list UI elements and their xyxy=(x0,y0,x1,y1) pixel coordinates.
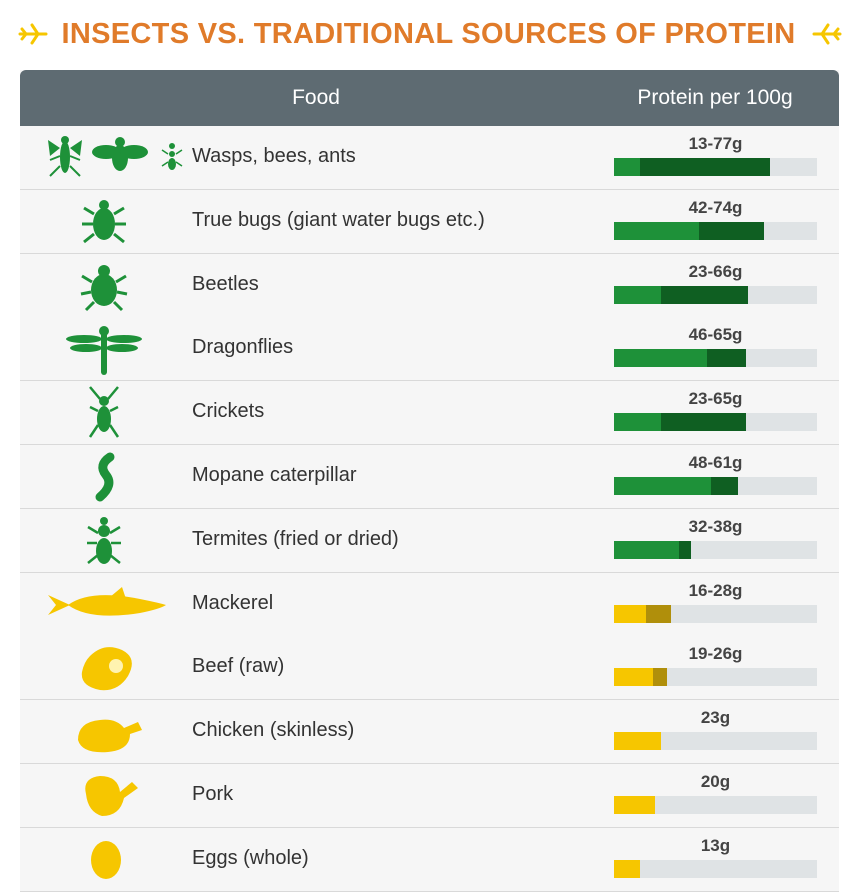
food-label: Beef (raw) xyxy=(192,655,285,678)
table-row: Eggs (whole) 13g xyxy=(20,827,839,892)
protein-bar-min xyxy=(614,732,661,751)
cricket-icon xyxy=(88,386,120,438)
table-row: Mopane caterpillar 48-61g xyxy=(20,445,839,509)
protein-bar-min xyxy=(614,796,655,814)
protein-bar-track xyxy=(614,413,817,432)
protein-bar-track xyxy=(614,732,817,751)
protein-range-label: 46-65g xyxy=(688,325,743,345)
protein-bar-min xyxy=(614,859,641,878)
food-label: Chicken (skinless) xyxy=(192,719,355,742)
protein-bar-min xyxy=(614,158,641,176)
food-label: Dragonflies xyxy=(192,336,294,359)
table-row: Crickets 23-65g xyxy=(20,381,839,446)
table-row: Chicken (skinless) 23g xyxy=(20,700,839,765)
protein-bar-min xyxy=(614,540,679,559)
table-row: Termites (fried or dried) 32-38g xyxy=(20,508,839,573)
protein-bar-track xyxy=(614,285,817,304)
protein-range-label: 48-61g xyxy=(688,453,743,472)
protein-bar-range xyxy=(640,158,771,176)
protein-bar-range xyxy=(678,540,692,559)
table-row: Beef (raw) 19-26g xyxy=(20,636,839,701)
food-label: Termites (fried or dried) xyxy=(192,527,399,550)
food-label: Wasps, bees, ants xyxy=(192,145,356,167)
plane-icon xyxy=(812,23,842,45)
protein-range-label: 23-65g xyxy=(688,389,743,409)
protein-range-label: 20g xyxy=(700,772,731,791)
protein-range-label: 23g xyxy=(700,708,731,728)
protein-bar-range xyxy=(652,668,667,687)
column-header-protein: Protein per 100g xyxy=(637,86,793,109)
table-row: Mackerel 16-28g xyxy=(20,572,839,637)
protein-bar-min xyxy=(614,477,712,495)
wasp-bee-ant-icon xyxy=(48,136,183,177)
beetle-icon xyxy=(80,264,128,311)
protein-bar-min xyxy=(614,285,661,304)
protein-range-label: 32-38g xyxy=(688,516,743,536)
protein-bar-range xyxy=(699,221,765,240)
protein-range-label: 13g xyxy=(700,835,731,855)
protein-bar-track xyxy=(614,796,817,814)
fish-icon xyxy=(48,586,166,616)
pork-leg-icon xyxy=(85,776,138,816)
protein-bar-min xyxy=(614,221,700,240)
protein-range-label: 42-74g xyxy=(688,197,743,217)
protein-range-label: 23-66g xyxy=(688,261,743,281)
protein-bar-min xyxy=(614,668,653,687)
food-label: True bugs (giant water bugs etc.) xyxy=(192,208,485,231)
protein-bar-range xyxy=(711,477,738,495)
termite-icon xyxy=(87,516,121,564)
table-row: Wasps, bees, ants 13-77g xyxy=(20,126,839,190)
column-header-food: Food xyxy=(292,86,340,109)
protein-range-label: 19-26g xyxy=(688,644,743,664)
food-label: Crickets xyxy=(192,400,265,423)
food-label: Mackerel xyxy=(192,591,274,614)
protein-bar-range xyxy=(707,349,746,368)
food-label: Beetles xyxy=(192,272,259,295)
egg-icon xyxy=(91,840,121,879)
table-row: Pork 20g xyxy=(20,764,839,828)
protein-bar-min xyxy=(614,413,661,432)
true-bug-icon xyxy=(82,199,126,243)
food-label: Mopane caterpillar xyxy=(192,464,357,486)
protein-bar-track xyxy=(614,859,817,878)
food-label: Pork xyxy=(192,783,234,805)
protein-range-label: 13-77g xyxy=(688,134,743,153)
table-header: Food Protein per 100g xyxy=(20,70,839,126)
steak-icon xyxy=(81,647,132,691)
protein-bar-track xyxy=(614,349,817,368)
page-title: INSECTS VS. TRADITIONAL SOURCES OF PROTE… xyxy=(61,17,796,50)
protein-bar-track xyxy=(614,477,817,495)
protein-range-label: 16-28g xyxy=(688,580,743,600)
caterpillar-icon xyxy=(95,452,115,502)
plane-icon xyxy=(18,23,48,45)
table-row: Beetles 23-66g xyxy=(20,253,839,318)
title-row: INSECTS VS. TRADITIONAL SOURCES OF PROTE… xyxy=(0,0,857,68)
protein-bar-track xyxy=(614,668,817,687)
protein-bar-range xyxy=(660,413,746,432)
protein-bar-min xyxy=(614,604,647,623)
dragonfly-icon xyxy=(66,326,142,376)
protein-bar-track xyxy=(614,158,817,176)
food-label: Eggs (whole) xyxy=(192,846,309,869)
table-row: True bugs (giant water bugs etc.) 42-74g xyxy=(20,189,839,254)
protein-bar-min xyxy=(614,349,708,368)
protein-bar-range xyxy=(660,285,748,304)
protein-bar-track xyxy=(614,540,817,559)
chicken-icon xyxy=(78,719,142,753)
table-row: Dragonflies 46-65g xyxy=(20,317,839,382)
protein-bar-track xyxy=(614,604,817,623)
protein-bar-track xyxy=(614,221,817,240)
protein-bar-range xyxy=(646,604,671,623)
